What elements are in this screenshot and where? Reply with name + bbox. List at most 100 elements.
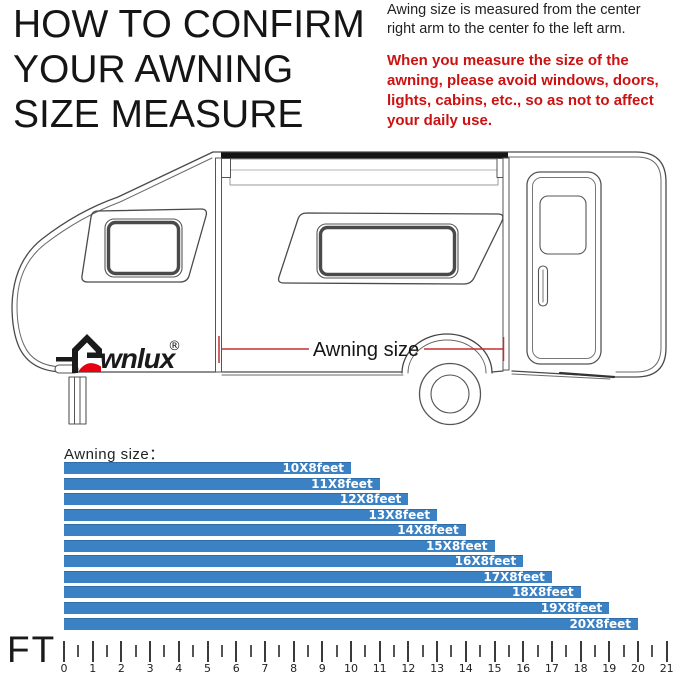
ruler-major-tick — [321, 641, 324, 662]
ruler-minor-tick — [278, 645, 281, 657]
ruler-major-tick — [292, 641, 295, 662]
bar-size-label: 14X8feet — [397, 523, 459, 538]
bar-size-label: 19X8feet — [540, 600, 603, 615]
bar-row: 12X8feet — [64, 493, 409, 506]
bar-size-label: 15X8feet — [425, 538, 488, 553]
ruler-number: 18 — [573, 662, 588, 675]
middle-window-panel — [277, 212, 504, 285]
ruler-major-tick — [120, 641, 123, 662]
wheel — [418, 362, 482, 426]
bar-size-label: 20X8feet — [569, 616, 631, 631]
ruler-major-tick — [522, 641, 525, 662]
ruler-number: 14 — [458, 662, 473, 675]
ruler-minor-tick — [220, 645, 223, 657]
bar-size-label: 11X8feet — [311, 476, 373, 491]
ruler-major-tick — [550, 641, 553, 662]
ruler-number: 1 — [89, 662, 97, 675]
ruler-number: 10 — [344, 662, 358, 675]
logo-awning-icon — [72, 334, 102, 373]
ruler-minor-tick — [249, 645, 252, 657]
ruler-major-tick — [177, 641, 180, 662]
ruler-major-tick — [91, 641, 94, 662]
ruler-minor-tick — [536, 645, 539, 657]
ruler-minor-tick — [192, 645, 195, 657]
ruler-number: 5 — [204, 662, 211, 675]
ruler-minor-tick — [163, 645, 166, 657]
ruler-number: 4 — [175, 662, 183, 675]
bar-row: 15X8feet — [64, 538, 495, 553]
trailer-diagram: Awning size wnlux ® — [11, 151, 667, 426]
ruler-minor-tick — [593, 645, 596, 657]
trailer-body-outline — [212, 151, 667, 378]
jockey-post — [68, 376, 87, 425]
ruler-major-tick — [665, 641, 668, 662]
ruler-number: 11 — [372, 662, 387, 675]
ruler-number: 8 — [290, 662, 298, 675]
door — [526, 171, 602, 365]
ruler-minor-tick — [421, 645, 424, 657]
ruler-major-tick — [63, 641, 65, 662]
measure-line — [218, 336, 505, 363]
door-window — [539, 195, 587, 255]
bar-row: 18X8feet — [64, 586, 581, 599]
bar-size-label: 13X8feet — [368, 507, 431, 522]
ruler-number: 15 — [487, 662, 502, 675]
awning-size-bars: 10X8feet 11X8feet 12X8feet 13X8feet 14X8feet… — [64, 462, 674, 634]
page-title-line2: YOUR AWNING — [13, 48, 294, 91]
ruler-minor-tick — [393, 645, 396, 657]
bar-row: 13X8feet — [64, 507, 438, 522]
ruler-major-tick — [608, 641, 611, 662]
ruler-minor-tick — [77, 645, 80, 657]
ruler-minor-tick — [306, 645, 309, 657]
wheel-arch — [401, 333, 493, 374]
bar-row: 11X8feet — [64, 476, 380, 491]
ruler-number: 16 — [516, 662, 531, 675]
bar-row: 14X8feet — [64, 523, 466, 538]
awning-rail-left — [215, 157, 222, 373]
ruler-minor-tick — [651, 645, 654, 657]
ruler-number: 13 — [430, 662, 445, 675]
ruler-minor-tick — [479, 645, 482, 657]
ruler-number: 9 — [318, 662, 326, 675]
awning-case — [229, 158, 499, 186]
ruler-number: 21 — [659, 662, 674, 675]
bar-row: 20X8feet — [64, 616, 638, 631]
ruler-number: 6 — [232, 662, 240, 675]
ruler-number: 12 — [401, 662, 416, 675]
ruler-number: 19 — [602, 662, 617, 675]
awning-roller-bar — [221, 152, 508, 159]
bar-row: 17X8feet — [64, 570, 552, 583]
bar-size-label: 10X8feet — [282, 461, 344, 475]
ruler-major-tick — [637, 641, 639, 662]
brand-logo: wnlux ® — [56, 334, 181, 374]
ruler-number: 2 — [117, 662, 125, 675]
ruler-number: 0 — [60, 662, 68, 675]
measure-warning: When you measure the size of the awning,… — [387, 52, 659, 129]
awning-rail-right — [502, 157, 510, 371]
ruler-minor-tick — [335, 645, 338, 657]
ruler-minor-tick — [622, 645, 625, 657]
ruler-major-tick — [407, 641, 410, 662]
ruler-major-tick — [436, 641, 439, 662]
ft-unit-label: FT — [7, 629, 57, 670]
page-title-line3: SIZE MEASURE — [13, 93, 304, 136]
ruler-number: 20 — [631, 662, 645, 675]
front-window-panel — [81, 208, 208, 283]
ruler-major-tick — [464, 641, 467, 662]
measure-label: Awning size — [313, 339, 419, 361]
measure-description: Awing size is measured from the center r… — [387, 2, 641, 37]
bar-row: 16X8feet — [64, 554, 524, 569]
ruler-minor-tick — [565, 645, 568, 657]
ruler-minor-tick — [450, 645, 453, 657]
ruler-major-tick — [235, 641, 238, 662]
page-title-line1: HOW TO CONFIRM — [13, 3, 365, 46]
page-title: HOW TO CONFIRM YOUR AWNING SIZE MEASURE — [13, 2, 365, 137]
awning-bracket-left — [220, 158, 231, 178]
ruler-minor-tick — [364, 645, 367, 657]
chart-title: Awning size： — [64, 446, 165, 463]
bar-size-label: 16X8feet — [454, 554, 517, 569]
ruler-number: 7 — [261, 662, 269, 675]
ruler-major-tick — [493, 641, 496, 662]
ruler-major-tick — [149, 641, 152, 662]
ruler-major-tick — [263, 641, 266, 662]
